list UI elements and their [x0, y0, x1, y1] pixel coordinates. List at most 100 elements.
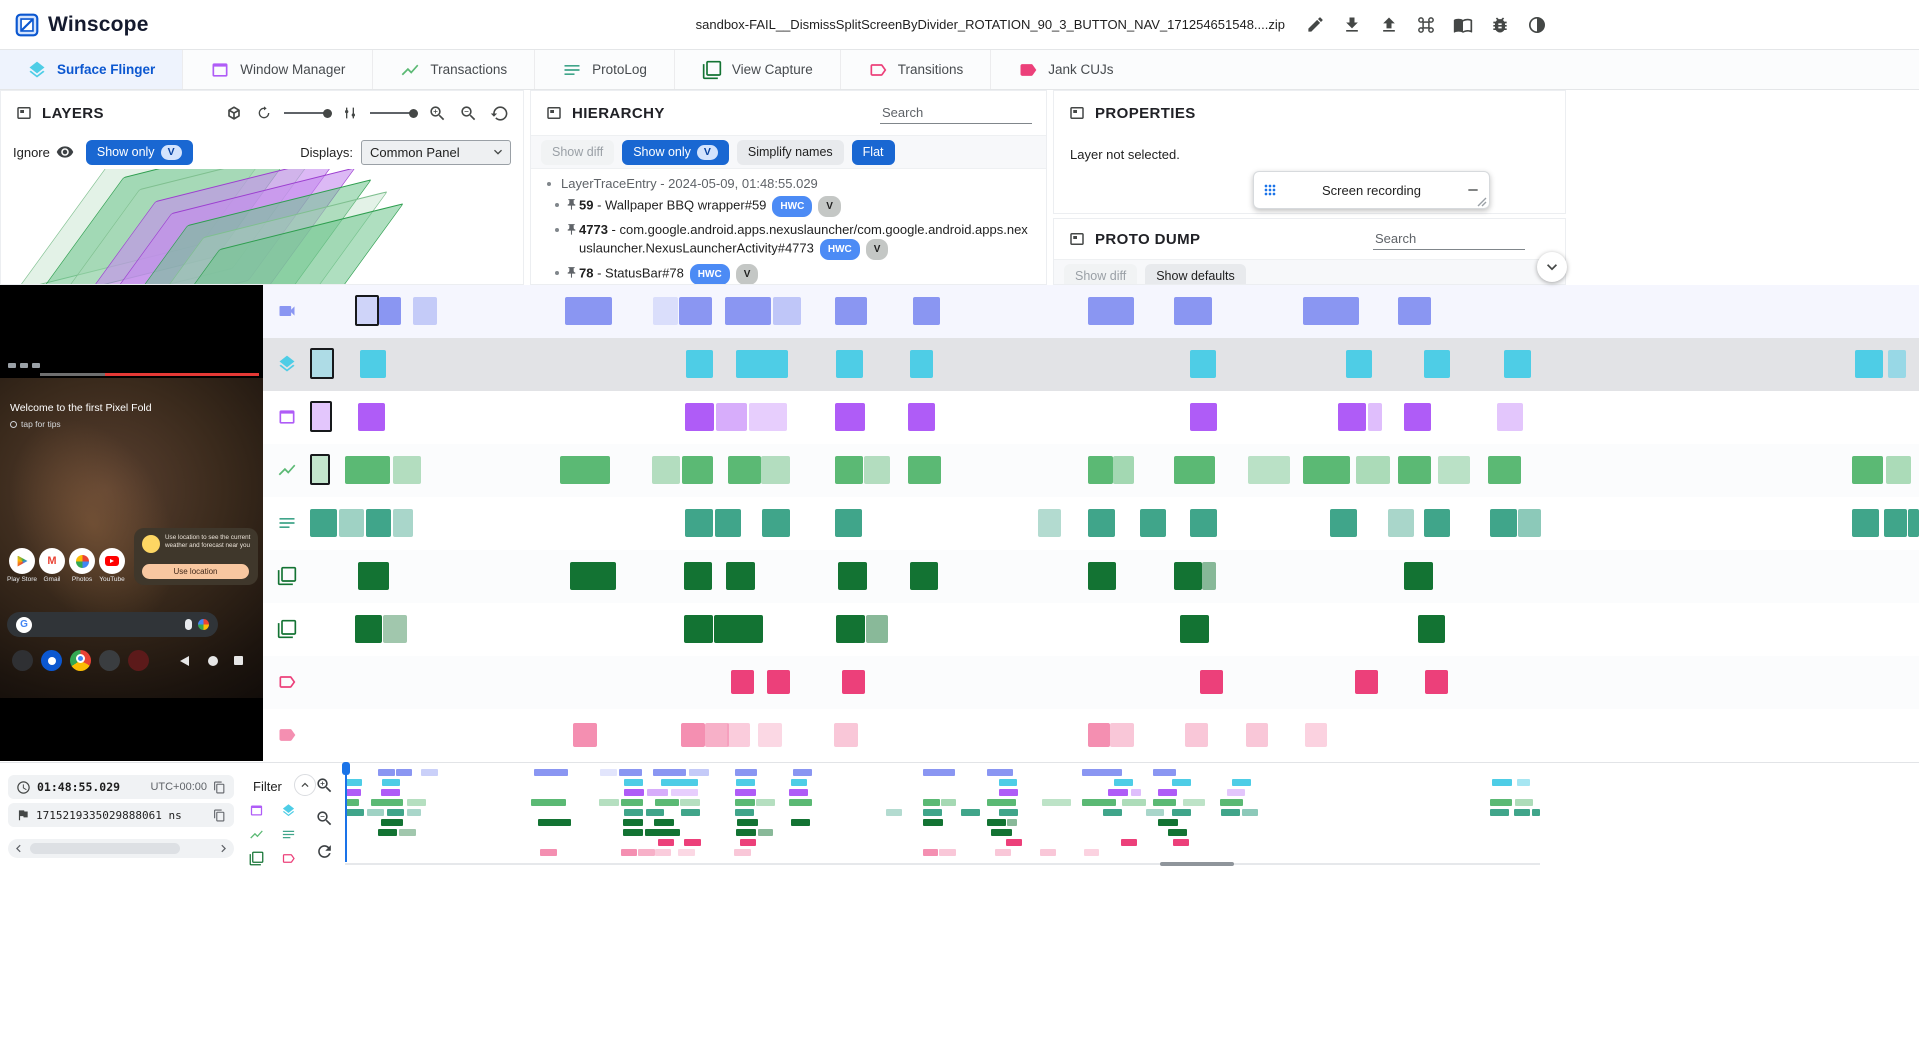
hierarchy-node[interactable]: 78 - StatusBar#78 HWC V — [531, 262, 1046, 284]
trace-block[interactable] — [1488, 456, 1521, 484]
trace-block[interactable] — [1398, 456, 1431, 484]
trace-block-selected[interactable] — [355, 295, 379, 326]
timeline-zoom-in-icon[interactable] — [315, 776, 334, 795]
trace-block[interactable] — [413, 297, 437, 325]
trace-block[interactable] — [836, 350, 863, 378]
trace-block[interactable] — [653, 297, 678, 325]
timeline-cursor-handle[interactable] — [342, 762, 350, 775]
trace-block[interactable] — [835, 509, 862, 537]
trace-block[interactable] — [1497, 403, 1523, 431]
trace-block[interactable] — [339, 509, 364, 537]
trace-block[interactable] — [685, 403, 714, 431]
trace-block[interactable] — [358, 403, 385, 431]
hierarchy-node[interactable]: 4773 - com.google.android.apps.nexuslaun… — [531, 219, 1046, 262]
trace-block[interactable] — [1518, 509, 1541, 537]
trace-block[interactable] — [725, 297, 771, 325]
trace-block[interactable] — [355, 615, 382, 643]
trace-block[interactable] — [393, 456, 421, 484]
show-diff-button[interactable]: Show diff — [1064, 263, 1138, 284]
trace-block[interactable] — [686, 350, 713, 378]
trace-block[interactable] — [1246, 723, 1268, 747]
trace-block-selected[interactable] — [310, 348, 334, 379]
trace-block[interactable] — [908, 456, 941, 484]
trace-block[interactable] — [379, 297, 401, 325]
trace-block[interactable] — [1038, 509, 1061, 537]
tab-protolog[interactable]: ProtoLog — [534, 50, 674, 89]
trace-row-screen-recording[interactable] — [0, 285, 1919, 338]
trace-block[interactable] — [835, 297, 867, 325]
trace-block[interactable] — [560, 456, 610, 484]
3d-view-icon[interactable] — [224, 103, 244, 123]
trace-block[interactable] — [836, 615, 865, 643]
trace-block[interactable] — [1305, 723, 1327, 747]
filter-layers-icon[interactable] — [281, 803, 301, 818]
simplify-names-button[interactable]: Simplify names — [736, 139, 844, 165]
trace-block[interactable] — [1438, 456, 1470, 484]
scroll-left-icon[interactable] — [11, 841, 26, 856]
keyboard-shortcuts-icon[interactable] — [1416, 15, 1436, 35]
rotation-slider[interactable] — [284, 108, 332, 118]
trace-block[interactable] — [1346, 350, 1372, 378]
drag-handle-icon[interactable] — [1262, 182, 1278, 198]
trace-block[interactable] — [1884, 509, 1907, 537]
trace-block[interactable] — [715, 509, 741, 537]
trace-block[interactable] — [310, 509, 337, 537]
trace-block[interactable] — [716, 403, 747, 431]
trace-row-transitions[interactable] — [0, 656, 1919, 709]
pin-icon[interactable] — [565, 223, 578, 236]
trace-block[interactable] — [1855, 350, 1883, 378]
trace-block[interactable] — [1490, 509, 1517, 537]
hierarchy-root-node[interactable]: LayerTraceEntry - 2024-05-09, 01:48:55.0… — [531, 173, 1046, 194]
trace-block[interactable] — [773, 297, 801, 325]
trace-block[interactable] — [679, 297, 712, 325]
trace-block[interactable] — [910, 562, 938, 590]
reset-view-icon[interactable] — [490, 104, 509, 123]
filter-squares-icon[interactable] — [249, 851, 269, 866]
trace-block[interactable] — [684, 615, 713, 643]
video-progress-bar[interactable] — [40, 373, 259, 376]
trace-block[interactable] — [360, 350, 386, 378]
upload-traces-icon[interactable] — [1379, 15, 1399, 35]
trace-block-selected[interactable] — [310, 454, 330, 485]
trace-block[interactable] — [1424, 509, 1450, 537]
trace-block[interactable] — [835, 456, 863, 484]
trace-block[interactable] — [1886, 456, 1911, 484]
tab-window-manager[interactable]: Window Manager — [182, 50, 372, 89]
filter-tagOutline-icon[interactable] — [281, 851, 301, 866]
timeline-reset-zoom-icon[interactable] — [315, 842, 334, 861]
trace-block[interactable] — [573, 723, 597, 747]
collapse-panels-button[interactable] — [1537, 252, 1567, 282]
trace-block[interactable] — [834, 723, 858, 747]
download-traces-icon[interactable] — [1342, 15, 1362, 35]
copy-time-icon[interactable] — [213, 781, 226, 794]
trace-block[interactable] — [1356, 456, 1390, 484]
filter-chart-icon[interactable] — [249, 827, 269, 842]
trace-block[interactable] — [1088, 562, 1116, 590]
tab-transactions[interactable]: Transactions — [372, 50, 534, 89]
scrollbar-track[interactable] — [26, 839, 216, 858]
show-diff-button[interactable]: Show diff — [541, 139, 615, 165]
timeline-scrollbar[interactable] — [8, 839, 234, 858]
trace-block[interactable] — [1088, 297, 1134, 325]
trace-block[interactable] — [682, 456, 713, 484]
trace-block[interactable] — [1174, 297, 1212, 325]
trace-block[interactable] — [1338, 403, 1366, 431]
trace-block[interactable] — [1424, 350, 1450, 378]
trace-block[interactable] — [393, 509, 413, 537]
displays-select[interactable]: Common Panel — [361, 139, 511, 165]
trace-row-surface-flinger[interactable] — [0, 338, 1919, 391]
rotation-slider-handle[interactable] — [323, 108, 332, 118]
trace-block[interactable] — [358, 562, 389, 590]
trace-block[interactable] — [1088, 723, 1110, 747]
trace-block[interactable] — [1088, 456, 1113, 484]
filter-window-icon[interactable] — [249, 803, 269, 818]
hierarchy-node[interactable]: 59 - Wallpaper BBQ wrapper#59 HWC V — [531, 194, 1046, 219]
trace-block[interactable] — [705, 723, 729, 747]
trace-block[interactable] — [1190, 350, 1216, 378]
timeline-zoom-out-icon[interactable] — [315, 809, 334, 828]
trace-block[interactable] — [727, 723, 750, 747]
trace-block[interactable] — [762, 509, 790, 537]
trace-block[interactable] — [1418, 615, 1445, 643]
trace-block[interactable] — [1140, 509, 1166, 537]
ignore-toggle[interactable]: Ignore — [13, 143, 74, 161]
